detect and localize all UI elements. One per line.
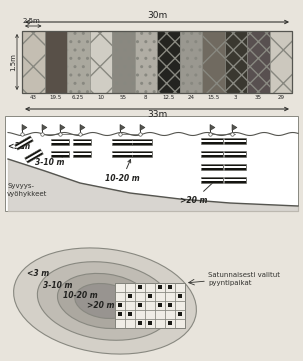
Text: 15.5: 15.5 xyxy=(207,95,219,100)
Polygon shape xyxy=(201,151,223,157)
Text: 30m: 30m xyxy=(147,11,167,20)
Polygon shape xyxy=(140,125,145,130)
Bar xyxy=(135,31,157,93)
Polygon shape xyxy=(201,138,223,144)
Text: 12.5: 12.5 xyxy=(162,95,174,100)
Ellipse shape xyxy=(37,262,173,340)
Polygon shape xyxy=(112,151,132,157)
Bar xyxy=(247,31,269,93)
Ellipse shape xyxy=(58,273,152,329)
Text: 35: 35 xyxy=(255,95,262,100)
Text: 24: 24 xyxy=(187,95,194,100)
Bar xyxy=(5,116,298,211)
Polygon shape xyxy=(73,153,91,155)
Polygon shape xyxy=(112,139,132,145)
Polygon shape xyxy=(51,141,69,143)
Polygon shape xyxy=(224,166,246,168)
Polygon shape xyxy=(51,153,69,155)
Polygon shape xyxy=(120,125,125,130)
Text: 55: 55 xyxy=(120,95,127,100)
Text: 3-10 m: 3-10 m xyxy=(43,280,72,290)
Bar xyxy=(115,283,185,327)
Polygon shape xyxy=(112,153,132,155)
Polygon shape xyxy=(232,125,237,130)
Text: 33m: 33m xyxy=(147,110,167,119)
Polygon shape xyxy=(15,136,33,150)
Bar xyxy=(112,31,135,93)
Polygon shape xyxy=(112,141,132,143)
Polygon shape xyxy=(224,153,246,155)
Text: >20 m: >20 m xyxy=(180,179,217,205)
Polygon shape xyxy=(201,179,223,181)
Polygon shape xyxy=(201,140,223,142)
Text: 10-20 m: 10-20 m xyxy=(63,291,98,300)
Text: 2.5m: 2.5m xyxy=(23,18,41,24)
Polygon shape xyxy=(132,151,152,157)
Text: 1.5m: 1.5m xyxy=(10,53,16,71)
Polygon shape xyxy=(51,139,69,145)
Text: 19.5: 19.5 xyxy=(50,95,62,100)
Polygon shape xyxy=(26,151,42,161)
Bar xyxy=(225,31,247,93)
Text: 3-10 m: 3-10 m xyxy=(35,155,65,167)
Polygon shape xyxy=(201,153,223,155)
Polygon shape xyxy=(224,151,246,157)
Text: 29: 29 xyxy=(277,95,284,100)
Bar xyxy=(202,31,225,93)
Polygon shape xyxy=(132,139,152,145)
Bar xyxy=(89,31,112,93)
Polygon shape xyxy=(210,125,215,130)
Polygon shape xyxy=(224,179,246,181)
Text: 10-20 m: 10-20 m xyxy=(105,160,140,183)
Text: 3: 3 xyxy=(234,95,238,100)
Polygon shape xyxy=(73,141,91,143)
Text: 10: 10 xyxy=(97,95,104,100)
Polygon shape xyxy=(42,125,47,130)
Polygon shape xyxy=(73,139,91,145)
Polygon shape xyxy=(224,140,246,142)
Ellipse shape xyxy=(75,283,135,318)
Bar xyxy=(269,31,292,93)
Bar xyxy=(67,31,89,93)
Polygon shape xyxy=(51,151,69,157)
Text: <3 m: <3 m xyxy=(27,269,49,278)
Polygon shape xyxy=(224,177,246,183)
Polygon shape xyxy=(73,151,91,157)
Text: 8: 8 xyxy=(144,95,148,100)
Text: 43: 43 xyxy=(30,95,37,100)
Polygon shape xyxy=(80,125,85,130)
Polygon shape xyxy=(60,125,65,130)
Ellipse shape xyxy=(14,248,196,354)
Polygon shape xyxy=(22,125,27,130)
Polygon shape xyxy=(224,138,246,144)
Bar xyxy=(22,31,292,93)
Text: 6.25: 6.25 xyxy=(72,95,84,100)
Text: Satunnaisesti valitut
pyyntipaikat: Satunnaisesti valitut pyyntipaikat xyxy=(208,272,280,286)
Text: Syvyys-
vyöhykkeet: Syvyys- vyöhykkeet xyxy=(7,183,47,197)
Text: <3 m: <3 m xyxy=(8,142,30,151)
Polygon shape xyxy=(201,166,223,168)
Polygon shape xyxy=(224,164,246,170)
Polygon shape xyxy=(16,138,32,148)
Bar xyxy=(22,31,45,93)
Polygon shape xyxy=(201,177,223,183)
Polygon shape xyxy=(25,149,43,163)
Polygon shape xyxy=(132,153,152,155)
Polygon shape xyxy=(132,141,152,143)
Text: >20 m: >20 m xyxy=(87,300,115,309)
Bar xyxy=(157,31,179,93)
Bar xyxy=(179,31,202,93)
Bar xyxy=(45,31,67,93)
Polygon shape xyxy=(201,164,223,170)
